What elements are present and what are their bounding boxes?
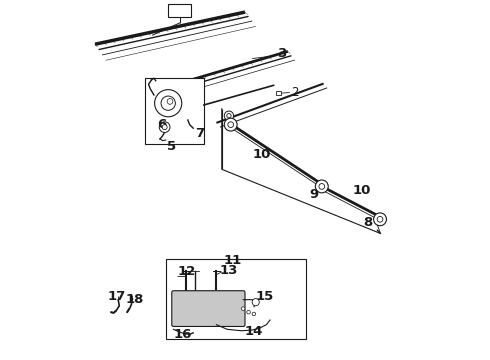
Text: 10: 10 bbox=[352, 184, 370, 197]
Circle shape bbox=[228, 122, 234, 127]
Text: 15: 15 bbox=[256, 289, 274, 303]
Text: 13: 13 bbox=[220, 264, 238, 276]
Text: 7: 7 bbox=[195, 127, 204, 140]
Bar bbox=[167, 258, 306, 339]
FancyBboxPatch shape bbox=[172, 291, 245, 327]
Text: 6: 6 bbox=[157, 118, 167, 131]
Text: 10: 10 bbox=[252, 148, 270, 162]
Circle shape bbox=[227, 113, 231, 118]
Circle shape bbox=[159, 122, 170, 132]
Text: 14: 14 bbox=[245, 325, 264, 338]
Text: 12: 12 bbox=[177, 265, 196, 278]
Text: 9: 9 bbox=[309, 188, 318, 201]
Bar bbox=[168, 4, 192, 18]
Text: 4: 4 bbox=[175, 4, 185, 17]
Circle shape bbox=[377, 216, 383, 222]
Bar bbox=[145, 78, 204, 144]
Text: 2: 2 bbox=[292, 86, 299, 99]
Text: 3: 3 bbox=[277, 47, 286, 60]
Circle shape bbox=[319, 184, 325, 189]
Circle shape bbox=[226, 120, 232, 126]
Circle shape bbox=[247, 310, 250, 314]
Text: 11: 11 bbox=[223, 254, 242, 267]
Text: 5: 5 bbox=[167, 140, 176, 153]
Circle shape bbox=[224, 118, 237, 131]
Text: 18: 18 bbox=[125, 293, 144, 306]
Text: 16: 16 bbox=[173, 328, 192, 341]
Text: 8: 8 bbox=[363, 216, 372, 229]
Circle shape bbox=[252, 298, 259, 306]
Bar bbox=[276, 91, 281, 95]
Circle shape bbox=[373, 213, 387, 226]
Circle shape bbox=[224, 111, 234, 120]
Circle shape bbox=[167, 99, 173, 104]
Circle shape bbox=[155, 90, 182, 117]
Circle shape bbox=[161, 96, 175, 111]
Circle shape bbox=[242, 307, 245, 310]
Circle shape bbox=[252, 312, 256, 316]
Circle shape bbox=[162, 125, 167, 130]
Circle shape bbox=[316, 180, 328, 193]
Text: 17: 17 bbox=[107, 289, 126, 303]
